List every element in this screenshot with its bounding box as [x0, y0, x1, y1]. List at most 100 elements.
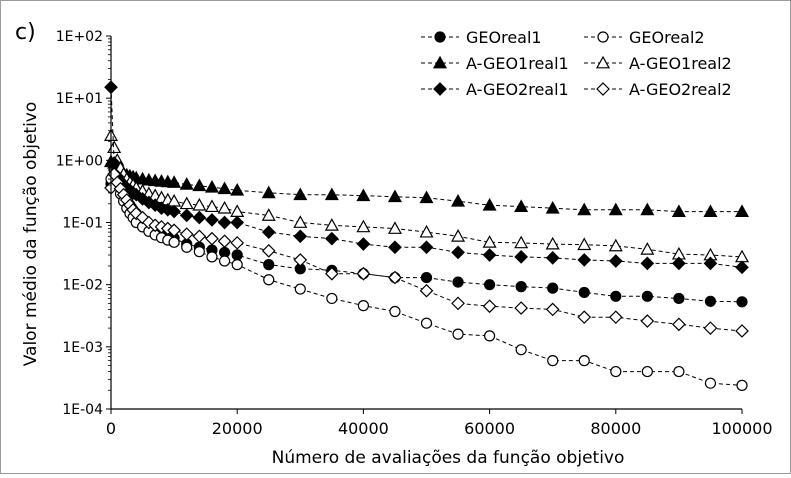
x-tick-label: 40000	[338, 419, 389, 438]
axes-layer: 1E-04 1E-03 1E-02 1E-01 1E+00 1E+01 1E+02 0 2000…	[56, 29, 773, 438]
data-point	[261, 243, 276, 258]
data-point	[192, 210, 207, 225]
series-A-GEO2real2	[104, 167, 749, 338]
data-point	[193, 246, 205, 258]
y-tick-label: 1E+01	[56, 91, 103, 107]
legend-item: GEOreal2	[584, 28, 705, 47]
data-point	[482, 248, 497, 262]
data-point	[673, 365, 685, 378]
x-tick-label: 80000	[590, 419, 641, 438]
data-point	[640, 256, 655, 271]
data-point	[387, 221, 402, 234]
data-point	[735, 260, 749, 275]
data-point	[703, 256, 718, 271]
data-point	[734, 204, 750, 217]
data-point	[452, 328, 464, 340]
legend-marker	[434, 31, 446, 43]
data-point	[482, 235, 497, 248]
data-point	[515, 344, 527, 356]
data-point	[704, 295, 717, 307]
legend-item: A-GEO1real2	[584, 54, 732, 73]
data-point	[482, 299, 497, 314]
data-point	[671, 204, 686, 217]
data-point	[672, 256, 686, 271]
legend-marker	[432, 55, 448, 69]
legend-marker	[595, 55, 611, 69]
y-tick-label: 1E-04	[62, 402, 103, 418]
data-point	[389, 305, 401, 318]
legend-label: A-GEO2real1	[466, 80, 569, 99]
data-point	[261, 225, 276, 239]
data-point	[230, 215, 245, 230]
data-point	[325, 231, 339, 246]
legend-label: GEOreal2	[629, 28, 705, 47]
data-point	[545, 200, 560, 214]
data-point	[230, 183, 245, 196]
legend-label: A-GEO1real2	[629, 54, 732, 73]
data-point	[451, 229, 466, 242]
data-point	[547, 355, 559, 367]
data-point	[672, 317, 686, 332]
data-point	[205, 231, 219, 246]
data-point	[545, 236, 560, 250]
data-point	[704, 377, 717, 389]
data-point	[484, 279, 496, 291]
y-tick-label: 1E-02	[62, 278, 103, 294]
legend-marker	[596, 82, 610, 96]
data-point	[482, 197, 497, 211]
data-point	[608, 254, 623, 268]
data-point	[419, 283, 434, 298]
data-point	[231, 249, 243, 261]
data-point	[577, 253, 592, 267]
data-point	[641, 290, 653, 302]
data-point	[703, 321, 718, 335]
data-point	[640, 314, 655, 328]
data-point	[179, 208, 194, 223]
legend-marker	[597, 31, 609, 43]
panel-label: c)	[15, 20, 36, 45]
data-point	[577, 237, 592, 251]
data-point	[514, 235, 529, 249]
data-point	[703, 204, 718, 217]
data-point	[610, 290, 622, 302]
data-point	[168, 236, 180, 248]
data-point	[261, 185, 276, 199]
data-point	[192, 197, 207, 211]
data-point	[357, 300, 369, 312]
data-point	[577, 310, 592, 325]
legend-marker	[433, 82, 447, 96]
data-point	[230, 204, 245, 217]
legend-label: GEOreal1	[466, 28, 542, 47]
data-point	[167, 175, 182, 188]
data-point	[545, 251, 560, 265]
data-point	[578, 355, 590, 367]
y-axis-label: Valor médio da função objetivo	[21, 102, 41, 367]
data-point	[217, 215, 232, 230]
data-point	[547, 282, 559, 294]
data-point	[231, 259, 243, 271]
data-point	[736, 379, 748, 391]
data-point	[205, 213, 219, 227]
data-point	[218, 255, 231, 267]
legend-label: A-GEO2real2	[629, 80, 732, 99]
data-point	[419, 240, 434, 255]
data-point	[610, 365, 622, 378]
data-point	[192, 178, 207, 192]
data-point	[736, 296, 748, 308]
x-tick-label: 0	[106, 419, 116, 438]
data-point	[356, 219, 371, 233]
data-point	[356, 266, 371, 281]
data-point	[514, 199, 529, 213]
y-tick-label: 1E+00	[56, 153, 103, 169]
legend-item: A-GEO2real2	[584, 80, 732, 99]
data-point	[326, 292, 338, 305]
data-point	[451, 245, 465, 260]
data-point	[420, 317, 433, 329]
x-axis-label: Número de avaliações da função objetivo	[272, 448, 625, 468]
legend-label: A-GEO1real1	[466, 54, 569, 73]
data-point	[451, 296, 465, 311]
data-point	[325, 266, 339, 281]
data-point	[514, 250, 528, 264]
series-line	[110, 87, 743, 268]
